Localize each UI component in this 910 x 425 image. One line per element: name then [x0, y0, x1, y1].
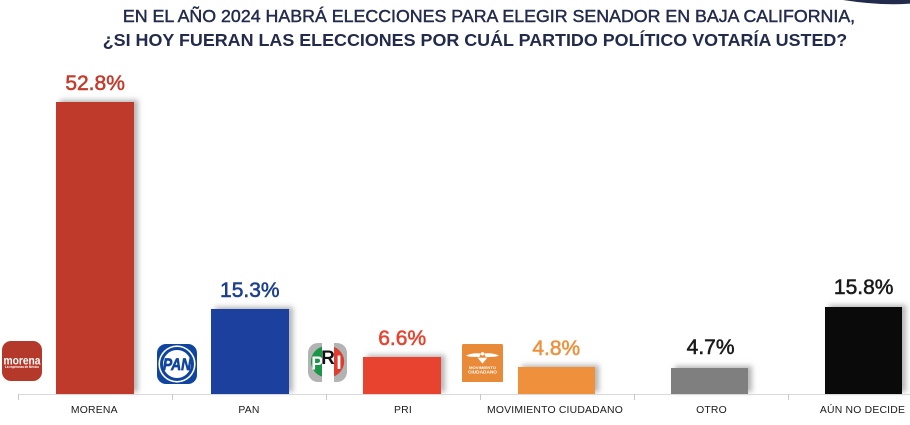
svg-text:La esperanza de México: La esperanza de México: [5, 365, 39, 369]
svg-text:P: P: [312, 354, 324, 374]
svg-text:morena: morena: [4, 353, 41, 367]
svg-text:CIUDADANO: CIUDADANO: [468, 369, 497, 374]
svg-text:PAN: PAN: [163, 355, 192, 374]
svg-text:MOVIMIENTO: MOVIMIENTO: [469, 365, 496, 370]
svg-text:I: I: [337, 353, 342, 374]
svg-text:R: R: [322, 348, 336, 369]
